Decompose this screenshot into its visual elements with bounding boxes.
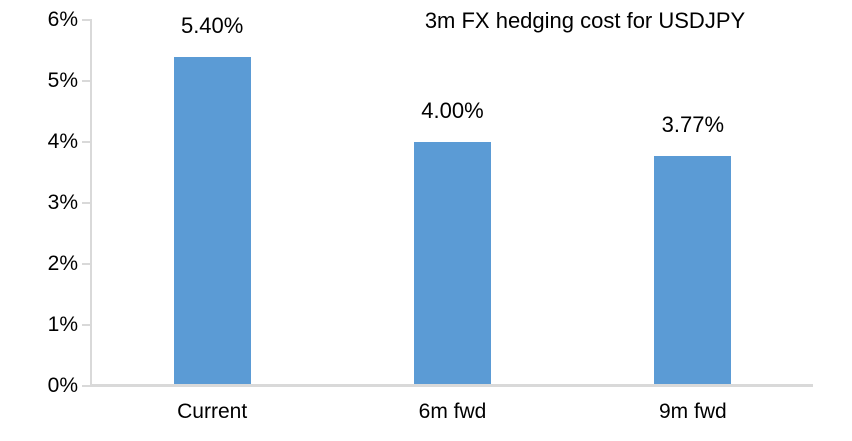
chart-title: 3m FX hedging cost for USDJPY	[424, 8, 746, 33]
y-axis-line	[90, 19, 92, 386]
y-tick-label: 6%	[47, 8, 78, 31]
y-tick-label: 3%	[47, 191, 78, 214]
bar-9m-fwd	[654, 156, 732, 384]
x-axis-line	[90, 384, 813, 387]
bar-value-label: 4.00%	[421, 98, 484, 123]
y-tick-mark	[82, 19, 90, 21]
y-tick-label: 0%	[47, 374, 78, 397]
bar-value-label: 3.77%	[661, 112, 725, 138]
category-label: 9m fwd	[658, 400, 727, 423]
category-label: Current	[177, 400, 248, 423]
bar-current	[173, 56, 251, 384]
y-tick-mark	[82, 80, 90, 82]
category-label: 6m fwd	[418, 400, 487, 423]
y-tick-label: 4%	[47, 130, 78, 153]
bar-value-label: 5.40%	[180, 12, 244, 38]
y-tick-mark	[82, 202, 90, 204]
y-tick-mark	[82, 263, 90, 265]
y-tick-label: 1%	[47, 313, 78, 336]
y-tick-label: 2%	[47, 252, 78, 275]
bar-6m-fwd	[414, 142, 491, 384]
y-tick-mark	[82, 324, 90, 326]
y-tick-mark	[82, 141, 90, 143]
y-tick-label: 5%	[47, 69, 78, 92]
y-tick-mark	[82, 385, 90, 387]
